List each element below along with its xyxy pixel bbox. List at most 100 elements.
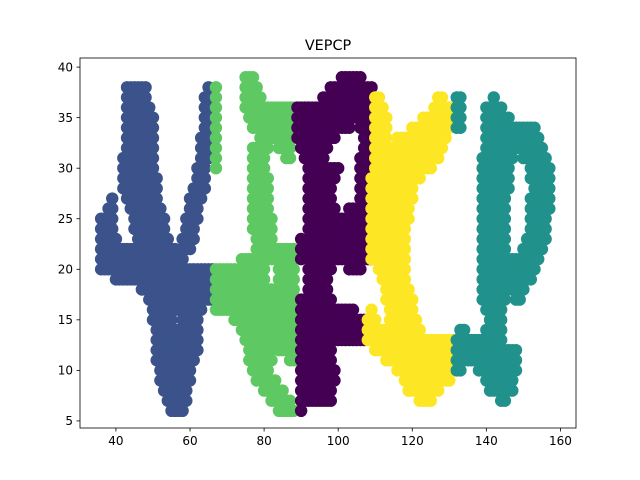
data-point xyxy=(487,91,500,104)
data-point xyxy=(506,151,519,165)
data-point xyxy=(146,151,160,165)
data-point xyxy=(294,404,308,418)
data-point xyxy=(435,141,449,155)
data-point xyxy=(535,141,549,155)
data-point xyxy=(424,161,437,175)
data-point xyxy=(380,111,393,124)
data-point xyxy=(269,374,282,387)
data-point xyxy=(261,182,275,195)
x-tick-label: 120 xyxy=(401,434,424,448)
data-point xyxy=(209,121,223,134)
data-point xyxy=(454,111,467,124)
data-point xyxy=(209,81,223,94)
data-point xyxy=(328,202,341,215)
data-point xyxy=(543,192,556,205)
data-point xyxy=(257,263,271,276)
data-point xyxy=(494,323,508,337)
data-point xyxy=(413,172,426,185)
data-point xyxy=(198,161,212,175)
data-point xyxy=(494,303,508,316)
data-point xyxy=(498,242,512,256)
data-point xyxy=(532,131,545,145)
data-point xyxy=(139,81,152,94)
data-point xyxy=(187,354,200,367)
data-point xyxy=(257,273,271,286)
data-point xyxy=(261,202,275,215)
data-point xyxy=(398,232,412,246)
data-points xyxy=(94,71,556,418)
data-point xyxy=(324,394,337,407)
data-point xyxy=(146,161,160,175)
data-point xyxy=(502,172,515,185)
y-tick-label: 25 xyxy=(58,212,73,226)
data-point xyxy=(143,101,156,114)
y-tick-label: 20 xyxy=(58,263,73,277)
plot-frame xyxy=(79,57,577,429)
data-point xyxy=(165,313,178,327)
data-point xyxy=(265,232,278,246)
data-point xyxy=(176,252,189,266)
x-tick-label: 80 xyxy=(256,434,271,448)
x-axis: 40 60 80 100 120 140 160 xyxy=(108,428,572,448)
data-point xyxy=(432,151,445,165)
data-point xyxy=(506,374,519,387)
data-point xyxy=(539,222,552,236)
data-point xyxy=(198,182,212,195)
data-point xyxy=(354,71,367,84)
data-point xyxy=(194,192,208,205)
data-point xyxy=(409,313,423,327)
data-point xyxy=(498,212,512,225)
data-point xyxy=(191,323,204,337)
chart-title: VEPCP xyxy=(305,38,352,54)
data-point xyxy=(283,394,297,407)
data-point xyxy=(198,172,212,185)
data-point xyxy=(494,101,508,114)
data-point xyxy=(324,384,337,397)
data-point xyxy=(328,374,341,387)
data-point xyxy=(191,202,204,215)
data-point xyxy=(287,273,300,286)
data-point xyxy=(539,232,552,246)
data-point xyxy=(180,384,193,397)
data-point xyxy=(354,263,367,276)
data-point xyxy=(365,303,378,316)
data-point xyxy=(498,293,512,306)
y-tick-label: 10 xyxy=(58,364,73,378)
y-tick-label: 40 xyxy=(58,60,73,74)
data-point xyxy=(187,232,200,246)
data-point xyxy=(254,91,267,104)
data-point xyxy=(146,121,160,134)
data-point xyxy=(183,374,197,387)
data-point xyxy=(380,131,393,145)
data-point xyxy=(320,273,334,286)
data-point xyxy=(265,212,278,225)
data-point xyxy=(146,131,160,145)
data-point xyxy=(180,394,193,407)
data-point xyxy=(187,222,200,236)
data-point xyxy=(150,192,163,205)
data-point xyxy=(443,374,456,387)
data-point xyxy=(398,222,412,236)
data-point xyxy=(406,192,419,205)
data-point xyxy=(287,263,300,276)
data-point xyxy=(191,212,204,225)
series-3 xyxy=(291,71,378,418)
data-point xyxy=(139,91,152,104)
data-point xyxy=(191,343,204,357)
data-point xyxy=(317,151,330,165)
data-point xyxy=(513,293,526,306)
y-axis: 5 10 15 20 25 30 35 40 xyxy=(58,60,80,428)
y-tick-label: 15 xyxy=(58,313,73,327)
data-point xyxy=(498,232,512,246)
data-point xyxy=(424,394,437,407)
data-point xyxy=(191,313,204,327)
x-tick-label: 100 xyxy=(327,434,350,448)
x-tick-label: 140 xyxy=(475,434,498,448)
data-point xyxy=(532,252,545,266)
data-point xyxy=(106,212,119,225)
data-point xyxy=(157,212,171,225)
data-point xyxy=(328,364,341,377)
data-point xyxy=(257,151,271,165)
data-point xyxy=(406,182,419,195)
